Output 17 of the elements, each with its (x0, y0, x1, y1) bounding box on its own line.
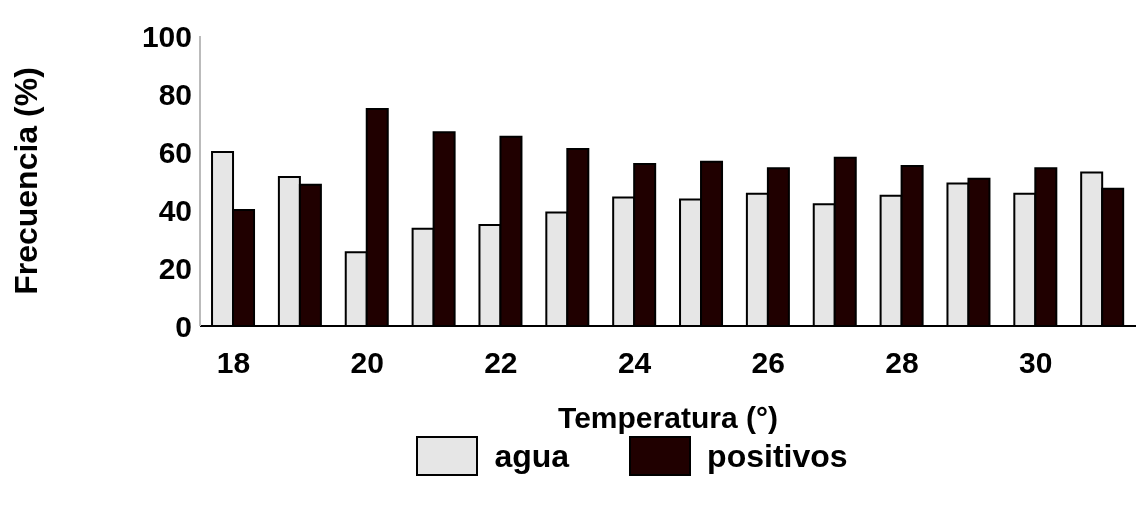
x-tick-label: 18 (216, 346, 251, 380)
x-tick-label: 22 (484, 346, 518, 380)
y-tick-label: 80 (158, 77, 192, 111)
y-tick-label: 60 (158, 135, 192, 169)
x-tick-label: 26 (751, 346, 785, 380)
y-tick-label: 40 (158, 193, 192, 227)
y-tick-label: 20 (158, 251, 192, 285)
x-axis-title: Temperatura (°) (558, 401, 778, 434)
y-axis-title: Frecuencia (%) (8, 67, 45, 295)
legend-label: agua (494, 437, 570, 475)
y-tick-label: 100 (141, 19, 192, 53)
x-tick-label: 30 (1019, 346, 1053, 380)
x-tick-label: 28 (885, 346, 919, 380)
y-tick-label: 0 (175, 309, 192, 343)
x-tick-label: 24 (617, 346, 652, 380)
x-tick-label: 20 (350, 346, 384, 380)
legend-label: positivos (707, 437, 848, 475)
